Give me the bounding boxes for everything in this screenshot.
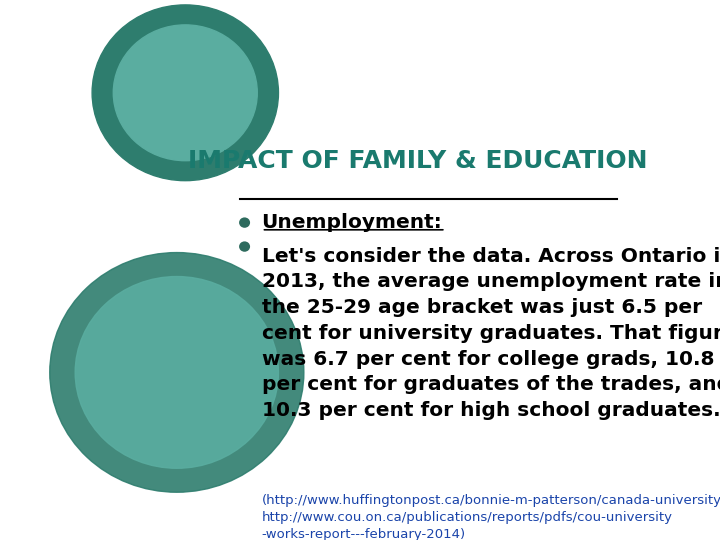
Circle shape [239, 241, 250, 252]
Circle shape [239, 218, 250, 228]
Circle shape [113, 25, 257, 161]
Text: Let's consider the data. Across Ontario in
2013, the average unemployment rate i: Let's consider the data. Across Ontario … [261, 247, 720, 420]
Text: IMPACT OF FAMILY & EDUCATION: IMPACT OF FAMILY & EDUCATION [189, 148, 648, 173]
Text: Unemployment:: Unemployment: [261, 213, 442, 232]
Circle shape [75, 276, 279, 468]
Circle shape [50, 253, 304, 492]
Text: (http://www.huffingtonpost.ca/bonnie-m-patterson/canada-university_b_5952274.htm: (http://www.huffingtonpost.ca/bonnie-m-p… [261, 494, 720, 540]
Circle shape [92, 5, 279, 181]
